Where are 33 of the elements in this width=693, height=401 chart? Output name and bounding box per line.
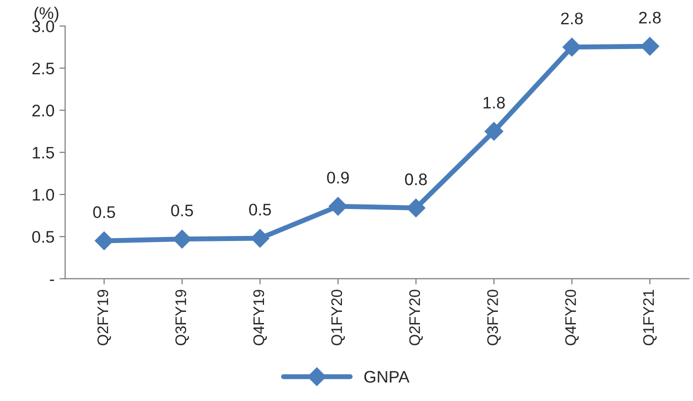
point xyxy=(562,38,582,56)
data-label: 2.8 xyxy=(639,12,661,24)
data-label: 1.8 xyxy=(484,96,505,109)
y-tick-label: 2.0 xyxy=(32,104,54,116)
y-tick-label: 2.5 xyxy=(32,62,54,74)
x-tick-label: Q3FY19 xyxy=(175,290,189,346)
data-label: 2.8 xyxy=(561,12,583,24)
x-tick-label: Q3FY20 xyxy=(487,290,501,346)
data-label: 0.8 xyxy=(405,173,427,186)
y-tick-label: 1.5 xyxy=(32,146,54,159)
data-label: 0.5 xyxy=(93,206,116,218)
point xyxy=(328,196,348,216)
point xyxy=(172,230,192,248)
point xyxy=(250,228,270,248)
point xyxy=(640,36,660,56)
y-tick-label: 3.0 xyxy=(32,20,54,32)
x-tick-label: Q1FY21 xyxy=(643,290,657,346)
data-label: 0.5 xyxy=(249,204,271,216)
data-label: 0.5 xyxy=(171,204,193,216)
x-tick-label: Q2FY19 xyxy=(97,290,111,346)
x-tick-label: Q4FY19 xyxy=(253,290,267,346)
point xyxy=(94,231,114,250)
point xyxy=(406,198,426,218)
point xyxy=(484,122,504,141)
x-tick-label: Q4FY20 xyxy=(565,290,579,346)
legend-label: GNPA xyxy=(364,370,410,383)
x-tick-label: Q2FY20 xyxy=(409,290,423,346)
x-tick-label: Q1FY20 xyxy=(331,290,345,346)
y-tick-label: 0.5 xyxy=(32,230,54,243)
y-tick-label: 1.0 xyxy=(32,188,54,201)
data-label: 0.9 xyxy=(327,172,349,184)
y-axis-title: (%) xyxy=(34,6,58,22)
y-tick-label: - xyxy=(50,280,54,281)
